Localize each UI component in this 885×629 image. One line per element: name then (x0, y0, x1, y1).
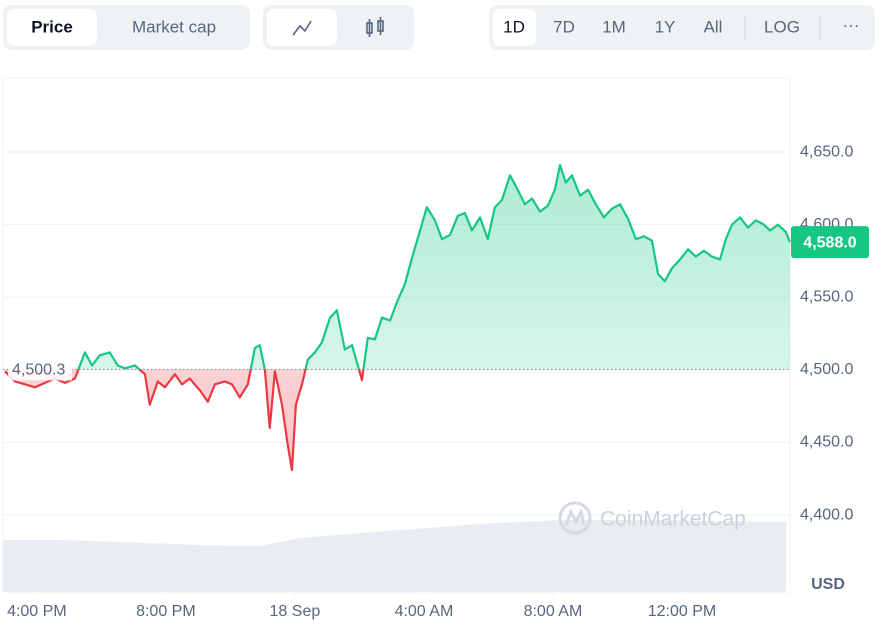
y-tick-label: 4,650.0 (800, 143, 853, 160)
candle-button[interactable] (366, 17, 384, 37)
active-tab (7, 9, 97, 46)
line-icon (292, 20, 312, 36)
y-tick-label: 4,400.0 (800, 506, 853, 523)
baseline-label-bg (8, 358, 72, 381)
watermark-text: CoinMarketCap (600, 508, 746, 531)
range-all[interactable]: All (704, 17, 723, 36)
x-tick-label: 8:00 PM (136, 603, 196, 620)
more-button[interactable]: ··· (843, 15, 860, 34)
y-tick-label: 4,500.0 (800, 361, 853, 378)
range-1y[interactable]: 1Y (655, 17, 676, 36)
baseline-label: 4,500.3 (12, 362, 65, 379)
x-tick-label: 12:00 PM (648, 603, 716, 620)
range-1d[interactable]: 1D (503, 17, 525, 36)
price-badge-label: 4,588.0 (803, 234, 856, 251)
x-tick-label: 8:00 AM (524, 603, 583, 620)
x-tick-label: 18 Sep (270, 603, 321, 620)
range-7d[interactable]: 7D (553, 17, 575, 36)
range-1m[interactable]: 1M (602, 17, 626, 36)
watermark: CoinMarketCap (558, 501, 746, 535)
log-button[interactable]: LOG (764, 17, 800, 36)
active-range (493, 9, 536, 46)
price-tab[interactable]: Price (31, 17, 73, 36)
x-tick-label: 4:00 AM (395, 603, 454, 620)
line-up (77, 164, 792, 370)
price-badge (791, 226, 869, 259)
market-cap-tab[interactable]: Market cap (132, 17, 216, 36)
y-tick-label: 4,450.0 (800, 434, 853, 451)
volume-area (3, 520, 786, 592)
x-tick-label: 4:00 PM (7, 603, 67, 620)
area-up (78, 165, 790, 370)
line-down (4, 369, 365, 472)
unit-label: USD (811, 576, 845, 593)
range-toggle (489, 5, 875, 50)
y-tick-label: 4,550.0 (800, 288, 853, 305)
